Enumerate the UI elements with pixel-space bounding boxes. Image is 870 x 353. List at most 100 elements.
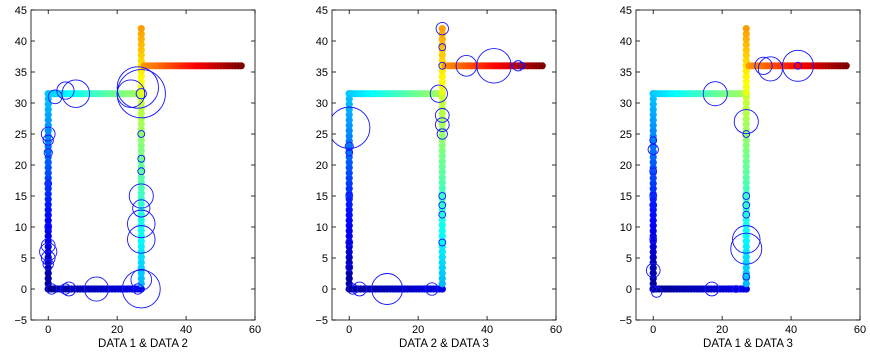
- x-tick-label: 60: [249, 324, 261, 336]
- estimate-circle: [132, 199, 151, 218]
- track-dot: [137, 152, 145, 160]
- estimate-circle: [434, 117, 450, 133]
- track-dot: [44, 111, 52, 119]
- track-dot: [438, 78, 446, 86]
- track-dot: [137, 253, 145, 261]
- track-dot: [438, 221, 446, 229]
- chart-panel-3: −5 0 5 10 15 20 25 30 35 40 45 0 20 40 60 DATA 1 & DATA…: [619, 5, 866, 350]
- estimate-circle: [43, 148, 53, 158]
- track-dot: [438, 163, 446, 171]
- track-dot: [345, 121, 353, 129]
- track-dot: [345, 190, 353, 198]
- track-dot: [742, 136, 750, 144]
- track-dot: [345, 179, 353, 188]
- x-axis-label: DATA 1 & DATA 2: [98, 338, 188, 350]
- estimate-circle: [436, 128, 448, 140]
- track-dot: [345, 232, 353, 240]
- estimate-circle: [476, 48, 512, 84]
- track-dot: [137, 248, 145, 256]
- track-dot: [137, 120, 145, 128]
- estimate-circle: [434, 108, 450, 123]
- x-tick-label: 40: [785, 324, 797, 336]
- estimate-circle: [645, 263, 661, 278]
- track-dot: [137, 25, 145, 33]
- track-dot: [438, 30, 446, 38]
- track-dot: [137, 110, 145, 118]
- track-dot: [345, 222, 353, 230]
- track-dot: [742, 168, 750, 176]
- estimate-circle: [649, 235, 658, 244]
- estimate-circle: [438, 201, 447, 210]
- track-dot: [649, 216, 657, 224]
- track-dot: [44, 174, 52, 182]
- track-dot: [345, 95, 353, 103]
- estimate-circle: [132, 283, 144, 295]
- estimate-circle: [42, 134, 54, 146]
- track-dot: [649, 243, 657, 251]
- track-dot: [137, 269, 145, 277]
- y-tick-label: −5: [619, 315, 632, 327]
- y-tick-label: 5: [322, 253, 328, 265]
- track-dot: [649, 132, 657, 140]
- track-dot: [742, 285, 750, 293]
- estimate-circle: [649, 201, 658, 210]
- estimate-circle: [702, 81, 728, 107]
- y-tick-label: 20: [316, 160, 328, 172]
- estimate-circle: [345, 148, 354, 157]
- estimate-circle: [61, 79, 91, 108]
- estimate-circle: [332, 106, 371, 149]
- track-dot: [742, 25, 750, 33]
- track-dot: [649, 121, 657, 129]
- track-dot: [742, 280, 750, 288]
- estimate-circle: [137, 167, 146, 176]
- x-tick-label: 20: [111, 324, 123, 336]
- track-dot: [44, 264, 52, 272]
- track-dot: [44, 269, 52, 277]
- y-tick-label: 5: [21, 253, 27, 265]
- track-dot: [137, 56, 145, 65]
- track-dot: [742, 274, 750, 282]
- track-dot: [137, 242, 145, 251]
- estimate-circle: [732, 285, 740, 293]
- track-dot: [137, 72, 145, 81]
- track-dot: [44, 132, 52, 140]
- x-tick-label: 40: [481, 324, 493, 336]
- track-dot: [44, 164, 52, 172]
- estimate-circle: [438, 238, 447, 247]
- track-dot: [742, 189, 750, 197]
- track-dot: [649, 253, 657, 261]
- track-dot: [345, 169, 353, 177]
- track-dot: [649, 174, 657, 182]
- track-dot: [649, 153, 657, 161]
- y-tick-label: 40: [620, 36, 632, 48]
- plot-content: [332, 21, 546, 305]
- track-dot: [742, 99, 750, 107]
- track-dot: [742, 46, 750, 54]
- track-dot: [345, 200, 353, 209]
- track-dot: [742, 211, 750, 219]
- estimate-circle: [704, 281, 720, 297]
- estimate-circle: [435, 21, 449, 36]
- track-dot: [345, 216, 353, 224]
- track-dot: [649, 105, 657, 114]
- track-dot: [44, 274, 52, 283]
- track-dot: [345, 111, 353, 119]
- track-dot: [438, 131, 446, 139]
- x-tick-label: 20: [716, 324, 728, 336]
- y-tick-label: 30: [316, 98, 328, 110]
- estimate-circle: [782, 49, 814, 82]
- y-tick-label: 5: [626, 253, 632, 265]
- estimate-circle: [429, 84, 448, 103]
- estimate-circle: [127, 209, 156, 239]
- estimate-circle: [121, 269, 161, 309]
- track-dot: [438, 94, 446, 102]
- track-dot: [649, 222, 657, 230]
- y-tick-label: 30: [15, 98, 27, 110]
- track-dot: [44, 105, 52, 114]
- track-dot: [649, 185, 657, 193]
- plot-content: [39, 25, 245, 309]
- y-tick-label: 40: [15, 36, 27, 48]
- estimate-circle: [345, 238, 354, 247]
- track-dot: [438, 232, 446, 240]
